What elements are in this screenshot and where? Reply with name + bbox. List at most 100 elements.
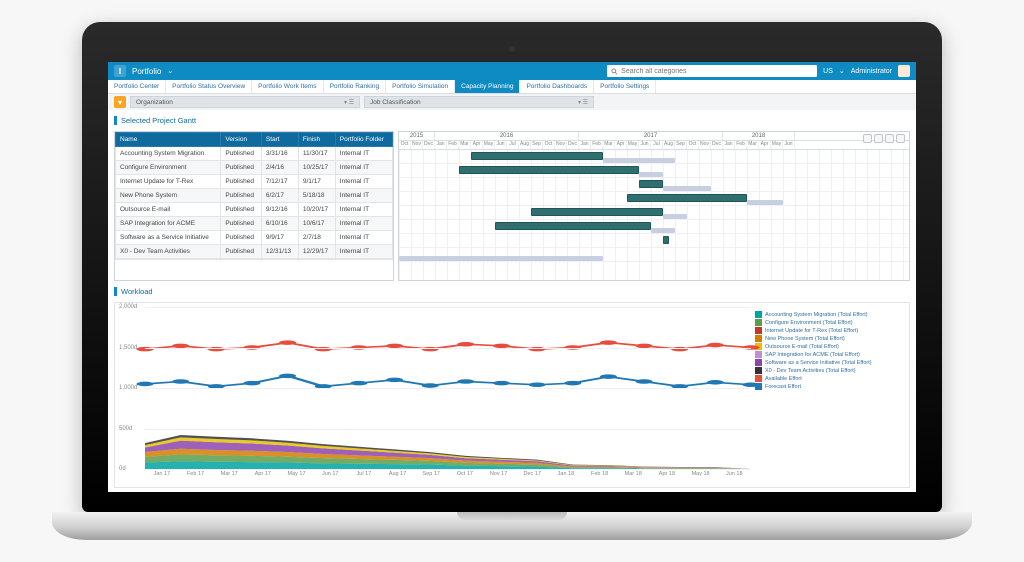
filter-bar: ▾ Organization ▾ ☰ Job Classification ▾ … bbox=[108, 94, 916, 110]
data-point[interactable] bbox=[386, 378, 403, 383]
filter-icon[interactable]: ▾ bbox=[114, 96, 126, 108]
gantt-row bbox=[399, 220, 909, 234]
legend-item[interactable]: Available Effort bbox=[755, 375, 905, 382]
data-point[interactable] bbox=[457, 379, 474, 384]
legend-item[interactable]: Configure Environment (Total Effort) bbox=[755, 319, 905, 326]
tab-portfolio-settings[interactable]: Portfolio Settings bbox=[594, 80, 656, 93]
dropdown-icon: ▾ ☰ bbox=[578, 99, 588, 106]
gantt-row bbox=[399, 206, 909, 220]
gantt-row bbox=[399, 248, 909, 262]
global-search[interactable] bbox=[607, 65, 817, 77]
gantt-bar[interactable] bbox=[459, 166, 639, 174]
table-row[interactable]: New Phone SystemPublished6/2/175/18/18In… bbox=[116, 189, 393, 203]
gantt-bar[interactable] bbox=[399, 256, 603, 261]
app-logo[interactable]: I bbox=[114, 65, 126, 77]
legend-item[interactable]: Forecast Effort bbox=[755, 383, 905, 390]
expand-icon[interactable] bbox=[896, 134, 905, 143]
data-point[interactable] bbox=[457, 342, 474, 347]
legend-item[interactable]: Software as a Service Initiative (Total … bbox=[755, 359, 905, 366]
settings-icon[interactable] bbox=[885, 134, 894, 143]
gantt-bar[interactable] bbox=[603, 158, 675, 163]
data-point[interactable] bbox=[707, 380, 724, 385]
gantt-bar[interactable] bbox=[639, 172, 663, 177]
data-point[interactable] bbox=[137, 382, 154, 387]
legend-swatch bbox=[755, 367, 762, 374]
col-portfolio-folder[interactable]: Portfolio Folder bbox=[335, 133, 392, 147]
legend-swatch bbox=[755, 375, 762, 382]
laptop-frame: I Portfolio ⌄ US ⌄ Administrator Portfol… bbox=[82, 22, 942, 540]
legend-swatch bbox=[755, 359, 762, 366]
data-point[interactable] bbox=[279, 374, 296, 379]
tab-portfolio-work-items[interactable]: Portfolio Work Items bbox=[252, 80, 323, 93]
col-version[interactable]: Version bbox=[221, 133, 261, 147]
table-row[interactable]: SAP Integration for ACMEPublished6/10/16… bbox=[116, 217, 393, 231]
gantt-bar[interactable] bbox=[495, 222, 651, 230]
gantt-bar[interactable] bbox=[663, 214, 687, 219]
data-point[interactable] bbox=[172, 379, 189, 384]
col-name[interactable]: Name bbox=[116, 133, 221, 147]
table-row[interactable]: Accounting System MigrationPublished3/31… bbox=[116, 147, 393, 161]
table-row[interactable]: Internet Update for T-RexPublished7/12/1… bbox=[116, 175, 393, 189]
data-point[interactable] bbox=[600, 374, 617, 379]
gantt-panel: NameVersionStartFinishPortfolio Folder A… bbox=[114, 131, 910, 281]
tab-portfolio-simulation[interactable]: Portfolio Simulation bbox=[386, 80, 455, 93]
tab-portfolio-ranking[interactable]: Portfolio Ranking bbox=[324, 80, 387, 93]
data-point[interactable] bbox=[600, 340, 617, 345]
user-name[interactable]: Administrator bbox=[851, 68, 892, 75]
sub-nav: Portfolio CenterPortfolio Status Overvie… bbox=[108, 80, 916, 94]
data-point[interactable] bbox=[564, 381, 581, 386]
table-row[interactable]: X0 - Dev Team ActivitiesPublished12/31/1… bbox=[116, 245, 393, 259]
x-axis: Jan 17Feb 17Mar 17Apr 17May 17Jun 17Jul … bbox=[145, 471, 751, 483]
nav-dropdown[interactable]: Portfolio bbox=[132, 67, 161, 76]
workload-legend: Accounting System Migration (Total Effor… bbox=[755, 307, 905, 483]
legend-item[interactable]: New Phone System (Total Effort) bbox=[755, 335, 905, 342]
gantt-title: Selected Project Gantt bbox=[114, 116, 910, 125]
tab-portfolio-status-overview[interactable]: Portfolio Status Overview bbox=[166, 80, 252, 93]
gantt-chart[interactable]: 2015201620172018 OctNovDecJanFebMarAprMa… bbox=[398, 131, 910, 281]
table-row[interactable]: Configure EnvironmentPublished2/4/1610/2… bbox=[116, 161, 393, 175]
legend-item[interactable]: Internet Update for T-Rex (Total Effort) bbox=[755, 327, 905, 334]
legend-swatch bbox=[755, 335, 762, 342]
legend-item[interactable]: X0 - Dev Team Activities (Total Effort) bbox=[755, 367, 905, 374]
legend-item[interactable]: SAP Integration for ACME (Total Effort) bbox=[755, 351, 905, 358]
gantt-bar[interactable] bbox=[663, 186, 711, 191]
data-point[interactable] bbox=[243, 381, 260, 386]
col-finish[interactable]: Finish bbox=[298, 133, 335, 147]
gantt-bar[interactable] bbox=[651, 228, 675, 233]
project-table: NameVersionStartFinishPortfolio Folder A… bbox=[114, 131, 394, 281]
legend-swatch bbox=[755, 351, 762, 358]
table-row[interactable]: Outsource E-mailPublished9/12/1610/20/17… bbox=[116, 203, 393, 217]
gantt-bar[interactable] bbox=[627, 194, 747, 202]
legend-swatch bbox=[755, 319, 762, 326]
zoom-out-icon[interactable] bbox=[874, 134, 883, 143]
organization-filter[interactable]: Organization ▾ ☰ bbox=[130, 96, 360, 108]
table-row[interactable]: Software as a Service InitiativePublishe… bbox=[116, 231, 393, 245]
gantt-toolbar bbox=[863, 134, 905, 143]
chevron-down-icon[interactable]: ⌄ bbox=[839, 67, 845, 75]
camera-dot bbox=[509, 46, 515, 52]
zoom-in-icon[interactable] bbox=[863, 134, 872, 143]
data-point[interactable] bbox=[529, 382, 546, 387]
timeline-months: OctNovDecJanFebMarAprMayJunJulAugSepOctN… bbox=[399, 141, 909, 150]
chevron-down-icon[interactable]: ⌄ bbox=[167, 67, 173, 75]
data-point[interactable] bbox=[636, 379, 653, 384]
avatar[interactable] bbox=[898, 65, 910, 77]
gantt-bar[interactable] bbox=[531, 208, 663, 216]
data-point[interactable] bbox=[350, 381, 367, 386]
legend-item[interactable]: Accounting System Migration (Total Effor… bbox=[755, 311, 905, 318]
col-start[interactable]: Start bbox=[261, 133, 298, 147]
search-input[interactable] bbox=[621, 68, 813, 75]
gantt-bar[interactable] bbox=[471, 152, 603, 160]
tab-portfolio-dashboards[interactable]: Portfolio Dashboards bbox=[520, 80, 594, 93]
region-selector[interactable]: US bbox=[823, 68, 833, 75]
tab-capacity-planning[interactable]: Capacity Planning bbox=[455, 80, 520, 93]
data-point[interactable] bbox=[743, 382, 760, 387]
data-point[interactable] bbox=[493, 381, 510, 386]
gantt-bar[interactable] bbox=[747, 200, 783, 205]
legend-item[interactable]: Outsource E-mail (Total Effort) bbox=[755, 343, 905, 350]
gantt-bar[interactable] bbox=[639, 180, 663, 188]
job-classification-filter[interactable]: Job Classification ▾ ☰ bbox=[364, 96, 594, 108]
tab-portfolio-center[interactable]: Portfolio Center bbox=[108, 80, 166, 93]
data-point[interactable] bbox=[279, 340, 296, 345]
gantt-bar[interactable] bbox=[663, 236, 669, 244]
